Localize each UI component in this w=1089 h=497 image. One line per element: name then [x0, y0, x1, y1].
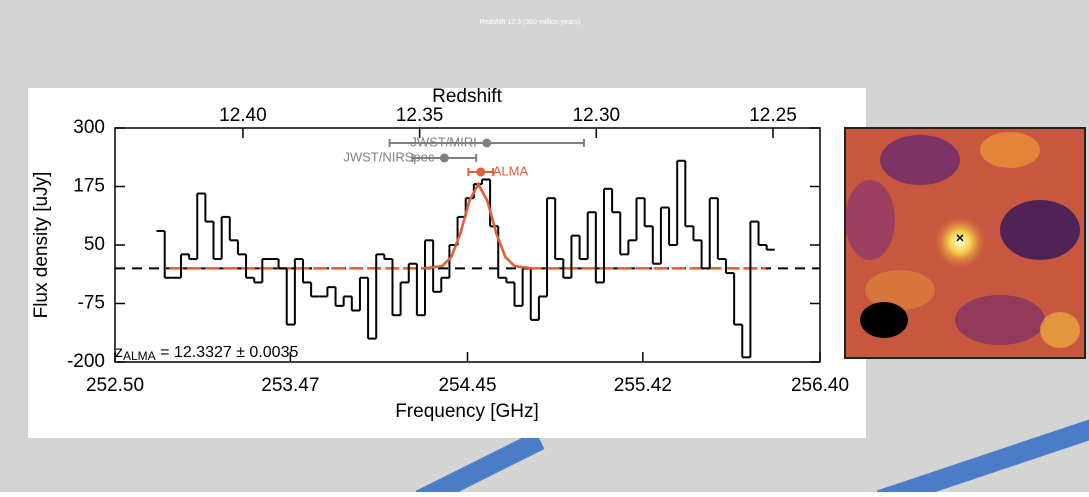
x2-tick-label: 12.40	[219, 105, 267, 126]
estimate-label: JWST/MIRI	[410, 134, 476, 149]
y-tick-label: 300	[73, 117, 105, 138]
estimate-point	[476, 167, 486, 177]
slide-title: Redshift 12.3 (360 million years)	[480, 19, 580, 26]
y-tick-label: -75	[78, 293, 105, 314]
decor-stroke	[876, 419, 1089, 497]
fit-line-solid	[423, 181, 533, 270]
decor-stroke	[415, 431, 545, 497]
annotation-subscript: ALMA	[123, 349, 156, 363]
estimate-label: JWST/NIRSpec	[343, 149, 435, 164]
annotation-symbol: z	[115, 344, 123, 361]
estimate-point	[439, 153, 449, 163]
x-tick-label: 256.40	[791, 375, 849, 396]
annotation-text: = 12.3327 ± 0.0035	[156, 344, 299, 361]
x-axis-title: Frequency [GHz]	[395, 401, 539, 422]
x2-tick-label: 12.30	[573, 105, 621, 126]
y-tick-label: 175	[73, 176, 105, 197]
x2-axis-title: Redshift	[432, 86, 502, 107]
x-tick-label: 253.47	[261, 375, 319, 396]
y-axis-title: Flux density [uJy]	[31, 172, 52, 319]
y-tick-label: -200	[67, 351, 105, 372]
x-tick-label: 255.42	[614, 375, 672, 396]
x-tick-label: 254.45	[438, 375, 496, 396]
map-image: ×	[844, 127, 1086, 359]
svg-text:×: ×	[956, 230, 964, 246]
estimate-point	[482, 138, 492, 148]
redshift-annotation: zALMA = 12.3327 ± 0.0035	[115, 344, 298, 363]
x-tick-label: 252.50	[86, 375, 144, 396]
x2-tick-label: 12.25	[749, 105, 797, 126]
estimate-label: ALMA	[493, 163, 529, 178]
y-tick-label: 50	[84, 234, 105, 255]
x2-tick-label: 12.35	[396, 105, 444, 126]
